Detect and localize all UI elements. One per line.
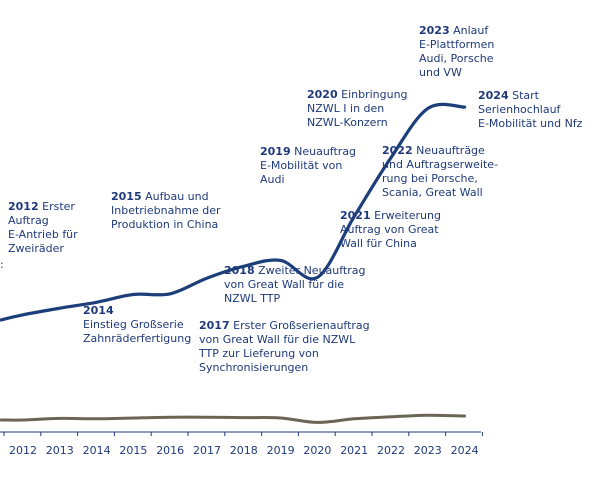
annotation-text: von Great Wall für die NZWL (199, 333, 356, 346)
annotation-text: Auftrag (8, 214, 49, 227)
annotation-text: rung bei Porsche, (382, 172, 478, 185)
annotation-text: Neuaufträge (412, 144, 485, 157)
annotation-2019: 2019 Neuauftrag E-Mobilität von Audi (260, 145, 356, 187)
annotation-text: Erster Großserienauftrag (229, 319, 370, 332)
annotation-year: 2022 (382, 144, 413, 157)
annotation-text: Inbetriebnahme der (111, 204, 221, 217)
annotation-text: Anlauf (449, 24, 489, 37)
annotation-year: 2015 (111, 190, 142, 203)
annotation-text: Synchronisierungen (199, 361, 309, 374)
annotation-year: 2014 (83, 304, 114, 317)
annotation-year: 2021 (340, 209, 371, 222)
annotation-text: E-Mobilität von (260, 159, 343, 172)
x-tick-label: 2013 (46, 444, 74, 457)
annotation-text: TTP zur Lieferung von (199, 347, 319, 360)
annotation-text: NZWL-Konzern (307, 116, 388, 129)
x-tick-label: 2022 (377, 444, 405, 457)
fragment-text: : (0, 258, 4, 271)
annotation-year: 2020 (307, 88, 338, 101)
x-axis: 2012 2013 2014 2015 2016 2017 2018 2019 2020 2021… (0, 431, 483, 457)
annotation-text: und Auftragserweite- (382, 158, 499, 171)
annotation-year: 2024 (478, 89, 509, 102)
annotation-year: 2018 (224, 264, 255, 277)
annotation-2017: 2017 Erster Großserienauftrag von Great W… (199, 319, 370, 375)
x-tick-label: 2012 (9, 444, 37, 457)
annotation-text: Erweiterung (370, 209, 441, 222)
annotation-text: NZWL I in den (307, 102, 385, 115)
annotation-2015: 2015 Aufbau und Inbetriebnahme der Produkt… (111, 190, 221, 232)
annotation-text: Zahnräderfertigung (83, 332, 192, 345)
annotation-year: 2012 (8, 200, 39, 213)
x-tick-label: 2019 (267, 444, 295, 457)
annotation-text: E-Antrieb für (8, 228, 78, 241)
annotation-year: 2023 (419, 24, 450, 37)
series-layer (0, 102, 467, 424)
annotation-text: Einstieg Großserie (83, 318, 184, 331)
x-tick-label: 2016 (156, 444, 184, 457)
annotation-text: Audi, Porsche (419, 52, 494, 65)
annotation-text: von Great Wall für die (224, 278, 345, 291)
annotation-text: Zweiter Neuauftrag (254, 264, 366, 277)
annotation-2012: 2012 Erster Auftrag E-Antrieb für Zweiräder (8, 200, 78, 256)
annotation-text: Serienhochlauf (478, 103, 561, 116)
annotation-2018: 2018 Zweiter Neuauftrag von Great Wall fü… (224, 264, 366, 306)
annotation-year: 2017 (199, 319, 230, 332)
annotation-text: Erster (38, 200, 75, 213)
series-line-secondary (0, 413, 467, 424)
annotation-text: NZWL TTP (224, 292, 281, 305)
annotation-2014: 2014 Einstieg Großserie Zahnräderfertigung (83, 304, 191, 346)
annotation-2024: 2024 Start Serienhochlauf E-Mobilität und … (478, 89, 582, 131)
annotation-text: Audi (260, 173, 285, 186)
annotation-2022: 2022 Neuaufträge und Auftragserweite-rung… (382, 144, 498, 200)
annotation-text: Start (508, 89, 539, 102)
annotation-text: und VW (419, 66, 462, 79)
x-tick-label: 2020 (303, 444, 331, 457)
annotation-text: Wall für China (340, 237, 417, 250)
annotation-2021: 2021 Erweiterung Auftrag von Great Wall fü… (340, 209, 441, 251)
annotation-year: 2019 (260, 145, 291, 158)
x-tick-label: 2017 (193, 444, 221, 457)
annotation-text: Neuauftrag (290, 145, 357, 158)
annotation-text: Zweiräder (8, 242, 64, 255)
annotation-text: E-Plattformen (419, 38, 495, 51)
annotation-2023: 2023 Anlauf E-Plattformen Audi, Porsche und… (419, 24, 494, 80)
x-tick-label: 2021 (340, 444, 368, 457)
x-tick-label: 2018 (230, 444, 258, 457)
annotation-text: Aufbau und (141, 190, 209, 203)
annotation-text: Auftrag von Great (340, 223, 439, 236)
annotation-text: E-Mobilität und Nfz (478, 117, 583, 130)
x-tick-label: 2024 (451, 444, 479, 457)
x-tick-label: 2015 (119, 444, 147, 457)
x-tick-label: 2014 (83, 444, 111, 457)
annotation-text: Produktion in China (111, 218, 219, 231)
annotation-text: Einbringung (337, 88, 408, 101)
annotation-2020: 2020 Einbringung NZWL I in den NZWL-Konzer… (307, 88, 408, 130)
x-tick-label: 2023 (414, 444, 442, 457)
series-line-main (0, 102, 467, 322)
annotation-text: Scania, Great Wall (382, 186, 483, 199)
